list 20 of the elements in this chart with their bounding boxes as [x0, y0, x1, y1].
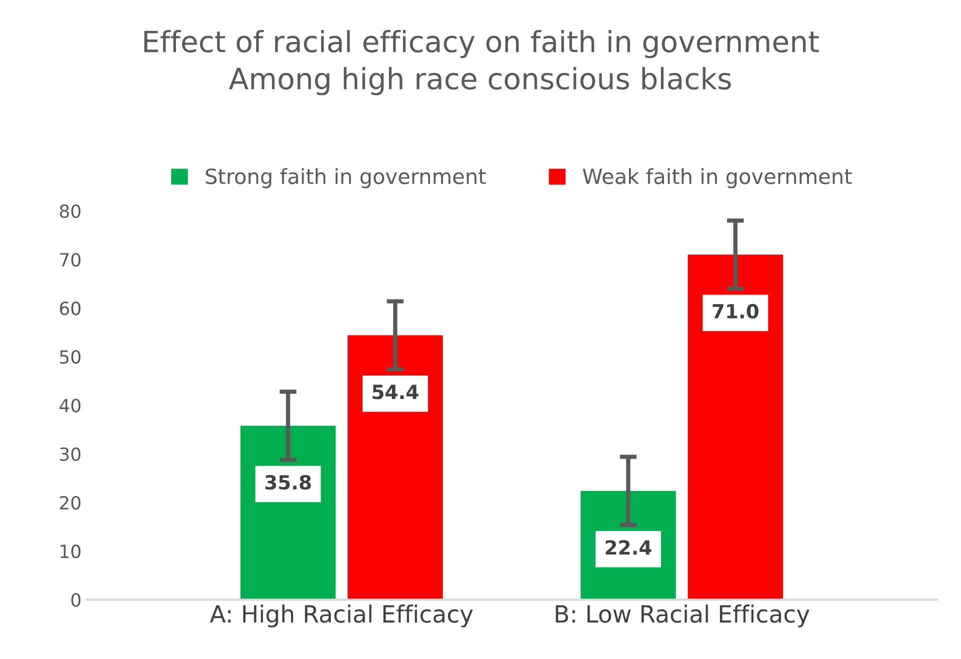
y-tick-label: 80 — [60, 204, 80, 218]
legend-label: Weak faith in government — [582, 168, 852, 188]
legend-label: Strong faith in government — [206, 168, 486, 188]
y-tick-label: 40 — [60, 398, 80, 412]
y-tick-label: 60 — [60, 302, 80, 316]
y-tick-label: 20 — [60, 496, 80, 510]
y-tick-label: 10 — [60, 544, 80, 558]
text: 22.4 — [606, 540, 652, 555]
text: 71.0 — [712, 304, 758, 319]
y-tick-label: 50 — [60, 350, 80, 364]
bar — [348, 335, 443, 600]
text: 35.8 — [265, 474, 311, 490]
y-tick-label: 30 — [60, 447, 80, 462]
chart-title: Effect of racial efficacy on faith in government Among high race conscious blacks — [144, 30, 819, 96]
x-tick-label: A: High Racial Efficacy — [210, 604, 473, 628]
y-tick-label: 70 — [60, 252, 80, 267]
y-tick-label: 0 — [71, 593, 80, 607]
text: 54.4 — [372, 384, 418, 400]
bar — [688, 254, 784, 600]
x-tick-label: B: Low Racial Efficacy — [556, 604, 810, 628]
